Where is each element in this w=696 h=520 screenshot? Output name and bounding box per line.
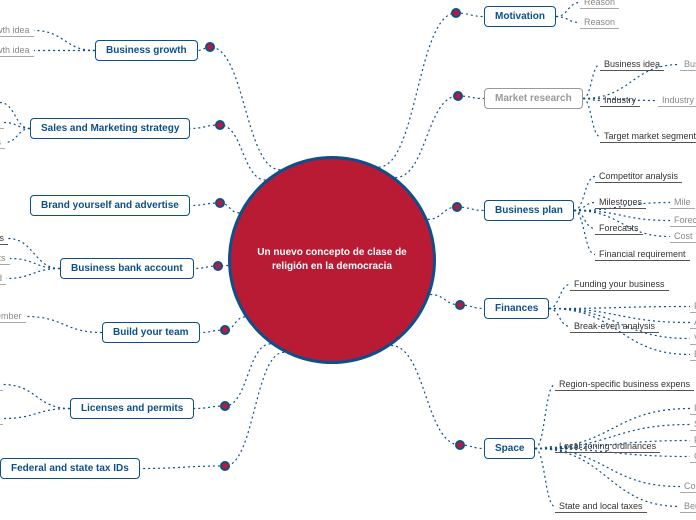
- sub-label: tactics: [0, 116, 4, 129]
- connector-dot: [215, 198, 225, 208]
- connector-dot: [453, 91, 463, 101]
- sub-label: Va: [690, 332, 696, 345]
- sub-label: Business growth idea: [0, 24, 34, 37]
- branch-node[interactable]: Business plan: [484, 200, 574, 221]
- sub-label: Funding your business: [570, 278, 669, 291]
- sub-label: C: [690, 450, 696, 463]
- center-title: Un nuevo concepto de clase de religión e…: [251, 246, 413, 274]
- sub-label: ermits: [0, 412, 3, 425]
- connector-dot: [455, 440, 465, 450]
- sub-label: Region-specific business expens: [555, 378, 694, 391]
- center-node[interactable]: Un nuevo concepto de clase de religión e…: [228, 156, 436, 364]
- connector-dot: [220, 325, 230, 335]
- connector-dot: [220, 461, 230, 471]
- sub-label: Target market segment: [600, 130, 696, 143]
- sub-label: Reason: [580, 16, 619, 29]
- branch-node[interactable]: Federal and state tax IDs: [0, 458, 140, 479]
- sub-label: Forec: [670, 214, 696, 227]
- sub-label: Break-even analysis: [570, 320, 659, 333]
- sub-label: Br: [690, 348, 696, 361]
- sub-label: Competitor analysis: [595, 170, 682, 183]
- sub-label: Ben: [680, 500, 696, 513]
- sub-label: Business idea: [600, 58, 664, 71]
- sub-label: Reason: [580, 0, 619, 9]
- branch-node[interactable]: Licenses and permits: [70, 398, 194, 419]
- connector-dot: [205, 42, 215, 52]
- branch-node[interactable]: Business growth: [95, 40, 198, 61]
- branch-node[interactable]: Brand yourself and advertise: [30, 195, 190, 216]
- sub-label: Industry: [658, 94, 696, 107]
- sub-label: S: [690, 418, 696, 431]
- sub-label: Forecasts: [595, 222, 643, 235]
- sub-label: Business growth idea: [0, 44, 34, 57]
- branch-node[interactable]: Motivation: [484, 6, 556, 27]
- sub-label: Industry: [600, 94, 640, 107]
- sub-label: Av: [690, 316, 696, 329]
- branch-node[interactable]: Space: [484, 438, 535, 459]
- sub-label: State and local taxes: [555, 500, 647, 513]
- sub-label: Ie: [690, 402, 696, 415]
- connector-dot: [451, 8, 461, 18]
- sub-label: P: [690, 434, 696, 447]
- connector-dot: [213, 261, 223, 271]
- sub-label: Busi: [680, 58, 696, 71]
- connector-dot: [452, 202, 462, 212]
- branch-node[interactable]: Build your team: [102, 322, 200, 343]
- sub-label: ermits: [0, 378, 3, 391]
- sub-label: Fees: [0, 232, 8, 245]
- branch-node[interactable]: Business bank account: [60, 258, 194, 279]
- sub-label: Cost: [680, 480, 696, 493]
- connector-dot: [215, 120, 225, 130]
- sub-label: Cost: [670, 230, 696, 243]
- connector-dot: [455, 300, 465, 310]
- sub-label: Fi: [690, 300, 696, 313]
- sub-label: Milestones: [595, 196, 646, 209]
- sub-label: Financial requirement: [595, 248, 690, 261]
- sub-label: Local zoning ordinances: [555, 440, 660, 453]
- sub-label: Team member: [0, 310, 26, 323]
- sub-label: benefits: [0, 252, 10, 265]
- connector-dot: [220, 401, 230, 411]
- sub-label: needed: [0, 272, 6, 285]
- branch-node[interactable]: Market research: [484, 88, 583, 109]
- sub-label: options: [0, 136, 5, 149]
- branch-node[interactable]: Sales and Marketing strategy: [30, 118, 190, 139]
- branch-node[interactable]: Finances: [484, 298, 549, 319]
- sub-label: Mile: [670, 196, 695, 209]
